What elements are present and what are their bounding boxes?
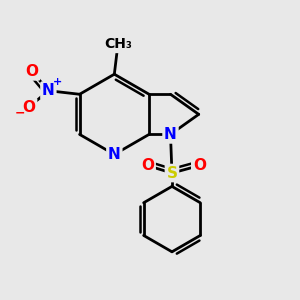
Text: S: S	[167, 166, 178, 181]
Text: O: O	[22, 100, 36, 115]
Text: N: N	[108, 147, 121, 162]
Text: CH₃: CH₃	[104, 38, 132, 52]
Text: N: N	[42, 83, 55, 98]
Text: O: O	[141, 158, 154, 173]
Text: O: O	[26, 64, 38, 79]
Text: +: +	[53, 77, 62, 87]
Text: N: N	[164, 127, 177, 142]
Text: −: −	[15, 106, 26, 119]
Text: O: O	[193, 158, 206, 173]
